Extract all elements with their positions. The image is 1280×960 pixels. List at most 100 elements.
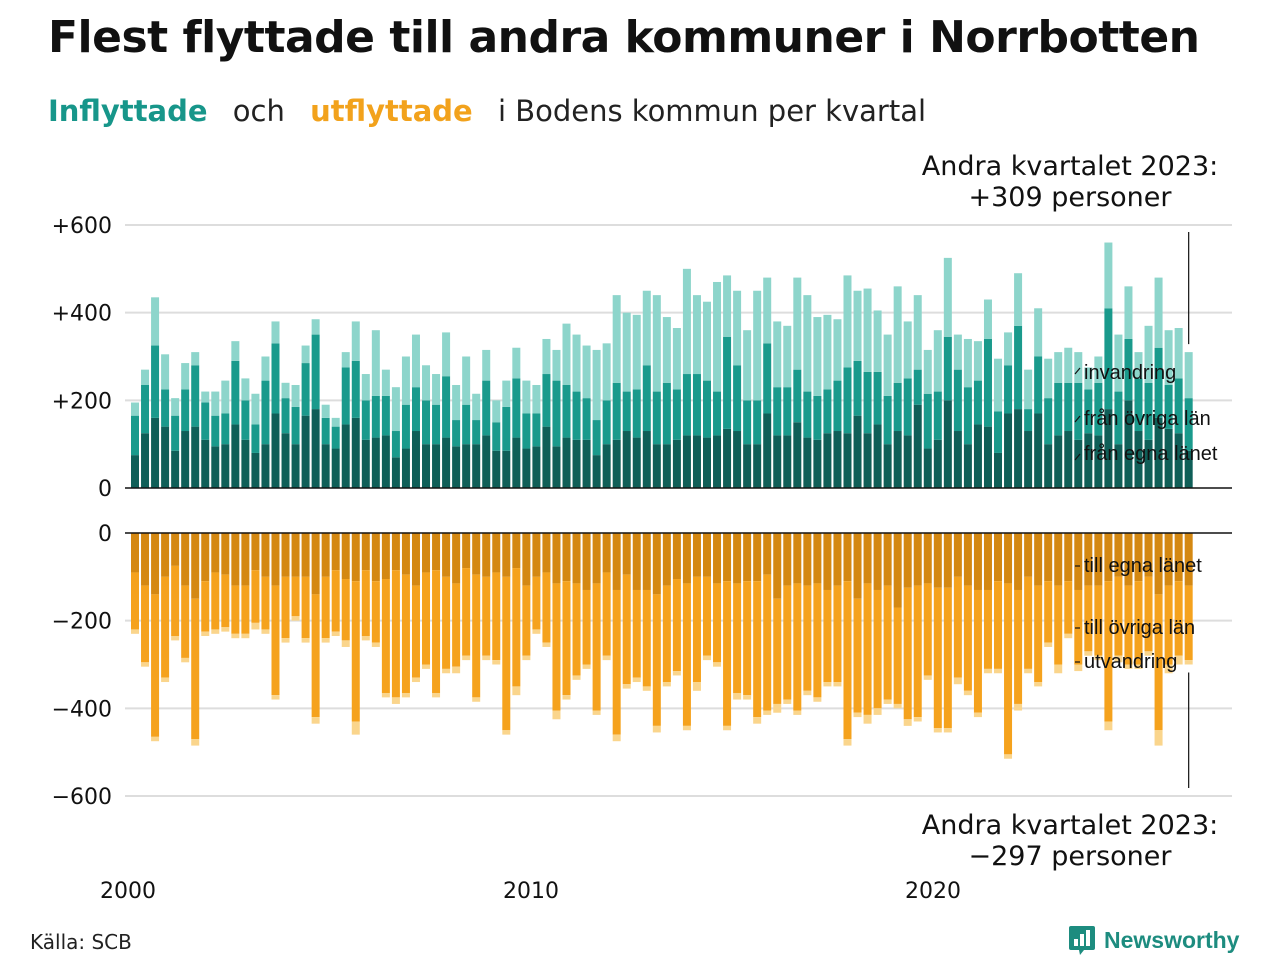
bar-out-ovriga <box>572 583 581 676</box>
bar-in-ovriga <box>1134 378 1143 432</box>
bar-out-utvandring <box>1024 668 1033 674</box>
bar-in-egna <box>893 431 902 488</box>
bar-out-utvandring <box>271 695 280 700</box>
bar-in-egna <box>903 435 912 488</box>
bar-in-ovriga <box>432 404 441 445</box>
bar-out-utvandring <box>331 631 340 637</box>
bar-in-egna <box>1094 435 1103 488</box>
bar-out-utvandring <box>442 668 451 674</box>
bar-out-utvandring <box>682 725 691 731</box>
bar-out-egna <box>131 533 139 573</box>
bar-out-utvandring <box>1124 664 1133 669</box>
bar-out-egna <box>1094 533 1103 586</box>
bar-out-egna <box>381 533 390 580</box>
x-tick-label: 2020 <box>905 879 961 904</box>
bar-in-invandring <box>953 334 962 370</box>
bar-in-egna <box>151 417 160 488</box>
bar-in-invandring <box>863 288 872 372</box>
bar-out-utvandring <box>953 677 962 685</box>
bar-out-utvandring <box>783 699 792 704</box>
bar-in-egna <box>562 437 571 488</box>
bar-in-invandring <box>401 356 410 405</box>
bar-in-egna <box>291 444 300 488</box>
bar-in-egna <box>201 439 210 488</box>
bar-out-egna <box>592 533 601 584</box>
bar-out-ovriga <box>863 583 872 715</box>
bar-in-egna <box>973 424 982 488</box>
bar-in-ovriga <box>201 402 210 440</box>
bar-out-ovriga <box>181 585 190 658</box>
bar-in-ovriga <box>171 415 180 451</box>
bar-out-ovriga <box>692 576 701 683</box>
bar-out-ovriga <box>994 581 1003 669</box>
bar-in-egna <box>131 455 139 488</box>
bar-in-invandring <box>723 275 732 337</box>
bar-out-egna <box>672 533 681 580</box>
bar-out-egna <box>271 533 280 586</box>
bar-out-ovriga <box>482 576 491 656</box>
bar-out-utvandring <box>943 728 952 733</box>
bar-in-ovriga <box>452 420 461 447</box>
bar-in-ovriga <box>211 415 220 447</box>
annotation-bottom-line2: −297 personer <box>968 841 1172 872</box>
bar-in-egna <box>622 431 631 488</box>
bar-out-ovriga <box>1014 589 1023 704</box>
bar-out-utvandring <box>863 714 872 724</box>
bar-out-utvandring <box>632 677 641 683</box>
bar-out-egna <box>953 533 962 577</box>
bar-out-utvandring <box>472 697 481 702</box>
series-leader-top <box>1074 415 1081 423</box>
bar-out-utvandring <box>482 655 491 661</box>
bar-in-egna <box>221 444 230 488</box>
bar-out-ovriga <box>1074 589 1083 665</box>
bar-in-ovriga <box>652 391 661 445</box>
series-label-top: från egna länet <box>1084 443 1218 465</box>
bar-in-invandring <box>1004 332 1013 366</box>
bar-out-ovriga <box>271 585 280 696</box>
bar-in-invandring <box>843 275 852 368</box>
bar-out-ovriga <box>291 576 300 617</box>
bar-in-egna <box>813 439 822 488</box>
bar-out-utvandring <box>793 710 802 715</box>
bar-in-egna <box>371 437 380 488</box>
bar-in-egna <box>432 444 441 488</box>
bar-out-egna <box>261 533 270 577</box>
bar-out-egna <box>783 533 792 586</box>
bar-in-ovriga <box>642 365 651 432</box>
bar-out-egna <box>913 533 922 586</box>
x-tick-label: 2000 <box>100 879 156 904</box>
bar-in-egna <box>271 413 280 488</box>
bar-in-invandring <box>281 382 290 399</box>
bar-out-utvandring <box>652 725 661 733</box>
bar-out-ovriga <box>672 579 681 672</box>
bar-out-utvandring <box>773 703 782 713</box>
bar-in-egna <box>1124 400 1133 488</box>
bar-out-ovriga <box>723 581 732 726</box>
bar-out-egna <box>462 533 471 569</box>
series-label-top: invandring <box>1084 362 1176 384</box>
bar-out-ovriga <box>1064 581 1073 634</box>
bar-out-ovriga <box>562 581 571 696</box>
bar-out-utvandring <box>191 739 200 746</box>
bar-out-egna <box>612 533 621 590</box>
bar-out-ovriga <box>341 579 350 641</box>
bar-out-utvandring <box>1164 664 1173 674</box>
bar-out-utvandring <box>532 629 541 634</box>
bar-in-invandring <box>341 352 350 368</box>
bar-out-egna <box>994 533 1003 582</box>
bar-out-ovriga <box>1024 576 1033 669</box>
bar-out-egna <box>1174 533 1183 582</box>
bar-out-utvandring <box>1134 664 1143 669</box>
bar-out-ovriga <box>1114 576 1123 656</box>
bar-in-invandring <box>211 391 220 416</box>
bar-out-egna <box>211 533 220 573</box>
bar-out-egna <box>743 533 752 582</box>
bar-in-ovriga <box>271 343 280 414</box>
bar-out-ovriga <box>241 585 250 634</box>
bar-out-utvandring <box>572 675 581 680</box>
bar-out-egna <box>1004 533 1013 584</box>
bar-out-utvandring <box>1104 721 1113 731</box>
bar-in-invandring <box>1094 356 1103 383</box>
bar-out-ovriga <box>151 594 160 737</box>
